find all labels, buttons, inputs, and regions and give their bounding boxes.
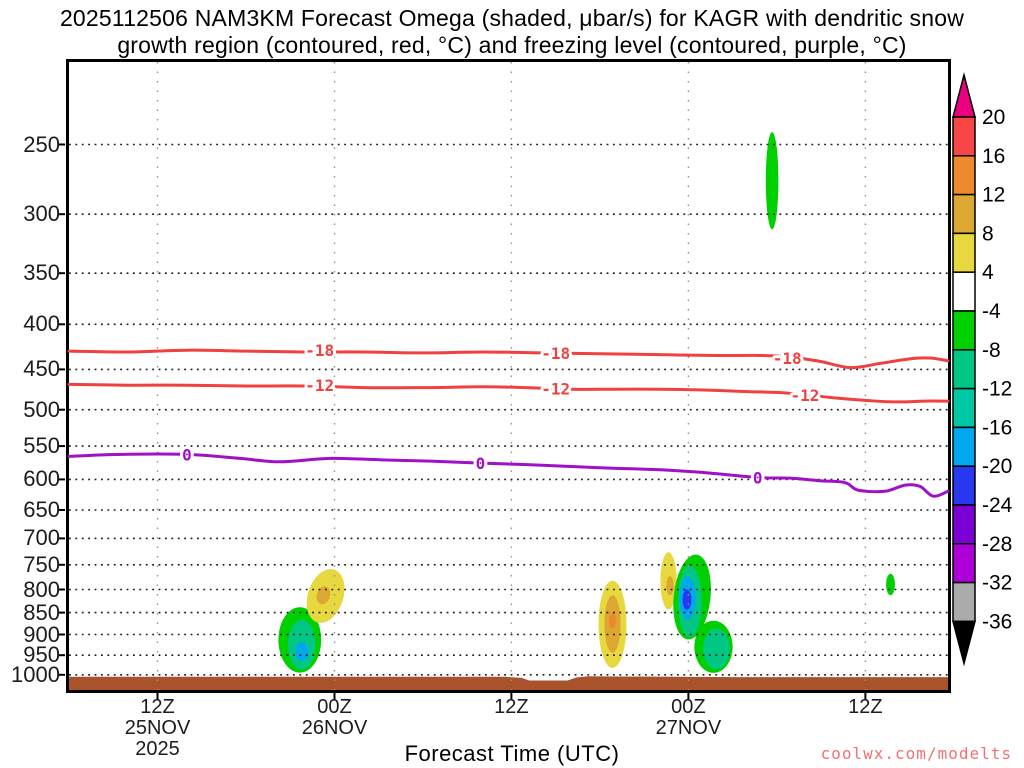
terrain-fill	[69, 676, 948, 690]
contour--18	[67, 348, 950, 370]
colorbar-segment	[952, 349, 976, 390]
x-tick-line: 12Z	[494, 696, 529, 718]
colorbar-tick-label: 16	[982, 145, 1005, 168]
x-tick-label: 12Z 25NOV 2025	[125, 697, 191, 760]
colorbar-segment	[952, 543, 976, 584]
colorbar-segment	[952, 232, 976, 273]
plot-svg: -18 -18 -18 -12 -12 -12 0 0 0	[59, 62, 950, 700]
chart-title-line1: 2025112506 NAM3KM Forecast Omega (shaded…	[59, 5, 965, 31]
colorbar-segment	[952, 426, 976, 467]
colorbar-tick-label: -36	[982, 610, 1012, 633]
y-tick-label: 400	[23, 311, 60, 337]
x-tick-label: 00Z 27NOV	[656, 697, 722, 739]
time-gridlines	[156, 62, 867, 690]
colorbar-segment	[952, 387, 976, 429]
y-tick-label: 500	[23, 396, 60, 422]
colorbar-segment	[952, 581, 976, 623]
colorbar-segment	[952, 465, 976, 506]
colorbar-tick-label: -32	[982, 572, 1012, 595]
colorbar-segment	[952, 116, 976, 157]
x-tick-line: 12Z	[140, 696, 175, 718]
colorbar-over-arrow	[952, 72, 976, 118]
contour-label: -18	[773, 349, 802, 368]
x-tick-line: 27NOV	[655, 717, 722, 739]
y-tick-label: 700	[23, 525, 60, 551]
x-tick-line: 25NOV	[124, 717, 191, 739]
colorbar-under-arrow	[952, 620, 976, 667]
y-tick-label: 450	[23, 356, 60, 382]
plot-area: -18 -18 -18 -12 -12 -12 0 0 0	[59, 59, 951, 700]
colorbar-tick-label: 12	[982, 184, 1005, 207]
contour-label: -18	[541, 344, 570, 363]
chart-title-line2: growth region (contoured, red, °C) and f…	[117, 32, 907, 58]
colorbar-tick-label: 8	[982, 222, 994, 245]
chart-title: 2025112506 NAM3KM Forecast Omega (shaded…	[0, 5, 1024, 59]
axis-ticks	[59, 143, 867, 700]
y-tick-label: 550	[23, 433, 60, 459]
x-tick-line: 00Z	[317, 696, 352, 718]
y-tick-label: 750	[23, 551, 60, 577]
contour-label: -18	[305, 341, 334, 360]
colorbar-segment	[952, 155, 976, 196]
y-tick-label: 350	[23, 260, 60, 286]
colorbar-tick-label: 4	[982, 261, 994, 284]
colorbar-tick-label: -4	[982, 300, 1001, 323]
omega-region	[682, 589, 692, 610]
colorbar-segment	[952, 504, 976, 545]
contour-label: -12	[790, 386, 819, 405]
y-tick-label: 300	[23, 201, 60, 227]
omega-region	[703, 628, 730, 670]
omega-region	[608, 612, 617, 629]
x-tick-label: 12Z	[848, 697, 882, 718]
contour-label: 0	[182, 445, 192, 464]
omega-shaded-regions	[278, 132, 895, 673]
y-tick-label: 250	[23, 131, 60, 157]
contour-0	[67, 452, 950, 498]
x-tick-line: 00Z	[671, 696, 706, 718]
contour-label: 0	[753, 469, 763, 488]
colorbar-legend: 20 16 12 8 4 -4 -8 -12 -16 -20 -24 -28 -32 -36	[952, 72, 1013, 667]
x-tick-line: 12Z	[848, 696, 883, 718]
pressure-gridlines	[69, 143, 948, 676]
contour-label: 0	[476, 454, 486, 473]
colorbar-tick-label: -8	[982, 339, 1001, 362]
colorbar-segment	[952, 310, 976, 351]
colorbar-tick-label: -28	[982, 533, 1012, 556]
colorbar-tick-label: -24	[982, 494, 1013, 517]
y-tick-label: 600	[23, 466, 60, 492]
y-tick-label: 900	[23, 621, 60, 647]
colorbar-tick-label: -12	[982, 378, 1012, 401]
contour-label: -12	[541, 379, 570, 398]
contour--12	[67, 382, 950, 404]
y-tick-label: 800	[23, 576, 60, 602]
omega-region	[765, 132, 779, 230]
colorbar-segment	[952, 271, 976, 312]
x-axis-title: Forecast Time (UTC)	[404, 741, 620, 766]
x-tick-label: 00Z 26NOV	[302, 697, 368, 739]
colorbar-tick-label: -20	[982, 455, 1012, 478]
y-tick-label: 950	[23, 642, 60, 668]
watermark: coolwx.com/modelts	[820, 744, 1012, 763]
omega-region	[295, 642, 309, 662]
contour-label: -12	[305, 376, 334, 395]
omega-region	[666, 576, 674, 596]
x-tick-line: 26NOV	[301, 717, 368, 739]
colorbar-tick-label: 20	[982, 106, 1005, 129]
x-tick-label: 12Z	[494, 697, 528, 718]
omega-region	[316, 586, 331, 605]
y-tick-label: 850	[23, 599, 60, 625]
y-tick-label: 1000	[11, 661, 60, 687]
omega-region	[886, 573, 895, 596]
x-tick-line: 2025	[135, 738, 180, 760]
colorbar-tick-label: -16	[982, 416, 1012, 439]
y-tick-label: 650	[23, 497, 60, 522]
colorbar-segment	[952, 193, 976, 235]
